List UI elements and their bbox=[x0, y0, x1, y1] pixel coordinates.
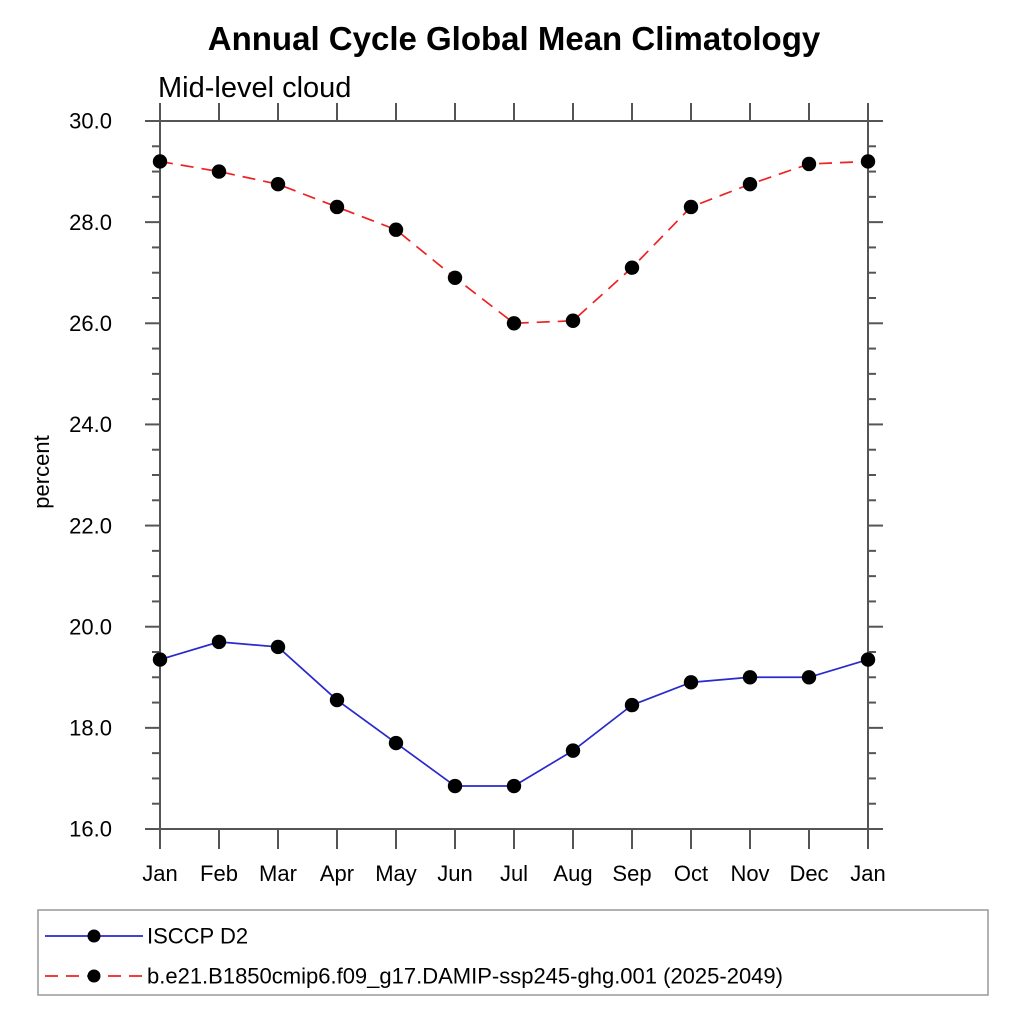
x-tick-label: Jul bbox=[500, 861, 528, 886]
x-tick-label: Mar bbox=[259, 861, 297, 886]
data-point-marker bbox=[565, 743, 581, 758]
data-point-marker bbox=[801, 156, 817, 172]
y-tick-label: 18.0 bbox=[69, 716, 112, 741]
data-point-marker bbox=[270, 177, 286, 192]
chart-subtitle: Mid-level cloud bbox=[158, 72, 352, 104]
legend-marker-icon bbox=[87, 969, 101, 983]
y-tick-label: 24.0 bbox=[69, 412, 112, 437]
data-point-marker bbox=[624, 260, 640, 275]
data-point-marker bbox=[211, 634, 227, 650]
y-tick-label: 20.0 bbox=[69, 614, 112, 639]
x-tick-label: Jan bbox=[850, 861, 885, 886]
legend-box bbox=[37, 909, 989, 996]
data-point-marker bbox=[388, 222, 404, 237]
y-tick-label: 28.0 bbox=[69, 210, 112, 235]
data-point-marker bbox=[388, 735, 404, 751]
legend-label: ISCCP D2 bbox=[147, 924, 248, 949]
legend-item: ISCCP D2 bbox=[45, 924, 248, 949]
x-tick-label: Feb bbox=[200, 861, 238, 886]
series-line-dashed bbox=[159, 160, 869, 325]
data-point-marker bbox=[152, 154, 168, 169]
series-line-solid bbox=[159, 641, 869, 787]
data-point-marker bbox=[152, 652, 168, 667]
x-tick-label: Apr bbox=[320, 861, 354, 886]
data-point-marker bbox=[742, 177, 758, 192]
data-point-marker bbox=[447, 778, 463, 794]
data-point-marker bbox=[683, 199, 699, 215]
data-point-marker bbox=[860, 652, 876, 667]
x-tick-label: Jan bbox=[142, 861, 177, 886]
legend-item: b.e21.B1850cmip6.f09_g17.DAMIP-ssp245-gh… bbox=[45, 964, 783, 989]
x-tick-label: May bbox=[375, 861, 417, 886]
legend: ISCCP D2 b.e21.B1850cmip6.f09_g17.DAMIP-s… bbox=[37, 909, 989, 996]
data-point-marker bbox=[860, 154, 876, 169]
data-point-marker bbox=[683, 675, 699, 690]
data-point-marker bbox=[447, 270, 463, 285]
chart-title: Annual Cycle Global Mean Climatology bbox=[207, 20, 821, 57]
data-point-marker bbox=[270, 639, 286, 655]
x-tick-label: Jun bbox=[437, 861, 472, 886]
data-point-marker bbox=[506, 778, 522, 794]
y-tick-label: 26.0 bbox=[69, 311, 112, 336]
y-tick-label: 22.0 bbox=[69, 513, 112, 538]
data-point-marker bbox=[624, 697, 640, 713]
x-tick-label: Dec bbox=[789, 861, 828, 886]
data-point-marker bbox=[742, 670, 758, 685]
legend-marker-icon bbox=[87, 929, 101, 943]
y-tick-label: 16.0 bbox=[69, 817, 112, 842]
data-point-marker bbox=[329, 199, 345, 215]
legend-label: b.e21.B1850cmip6.f09_g17.DAMIP-ssp245-gh… bbox=[147, 964, 783, 989]
data-point-marker bbox=[211, 164, 227, 179]
data-point-marker bbox=[565, 313, 581, 328]
data-point-marker bbox=[329, 692, 345, 708]
axis-frame bbox=[159, 120, 869, 830]
data-point-marker bbox=[801, 670, 817, 685]
data-point-marker bbox=[506, 316, 522, 331]
y-tick-label: 30.0 bbox=[69, 109, 112, 134]
x-tick-label: Aug bbox=[553, 861, 592, 886]
x-tick-label: Oct bbox=[674, 861, 708, 886]
x-tick-label: Sep bbox=[612, 861, 651, 886]
x-tick-label: Nov bbox=[730, 861, 769, 886]
